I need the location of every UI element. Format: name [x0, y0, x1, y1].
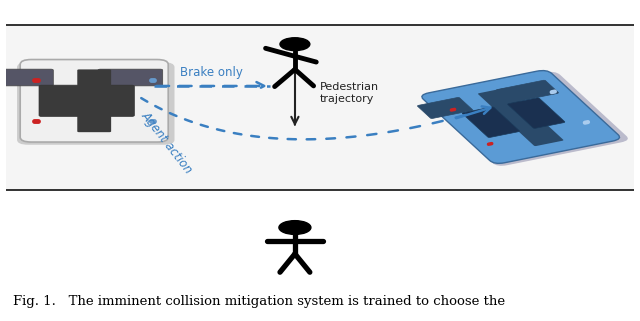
FancyBboxPatch shape [417, 98, 472, 118]
FancyBboxPatch shape [94, 85, 134, 117]
FancyBboxPatch shape [422, 71, 620, 163]
FancyBboxPatch shape [478, 88, 563, 146]
FancyBboxPatch shape [496, 80, 559, 103]
FancyBboxPatch shape [462, 107, 520, 137]
Text: Pedestrian
trajectory: Pedestrian trajectory [320, 82, 379, 103]
Text: Brake only: Brake only [180, 66, 243, 79]
FancyBboxPatch shape [77, 69, 111, 132]
FancyBboxPatch shape [98, 69, 163, 86]
FancyBboxPatch shape [508, 98, 565, 128]
FancyBboxPatch shape [20, 59, 168, 142]
FancyBboxPatch shape [424, 72, 628, 166]
Circle shape [279, 221, 311, 234]
FancyBboxPatch shape [39, 85, 79, 117]
FancyBboxPatch shape [1, 69, 53, 86]
Bar [6, 25, 634, 190]
Circle shape [280, 38, 310, 51]
Text: Fig. 1.   The imminent collision mitigation system is trained to choose the: Fig. 1. The imminent collision mitigatio… [13, 295, 505, 308]
Text: Agent action: Agent action [138, 109, 195, 176]
FancyBboxPatch shape [17, 62, 175, 145]
